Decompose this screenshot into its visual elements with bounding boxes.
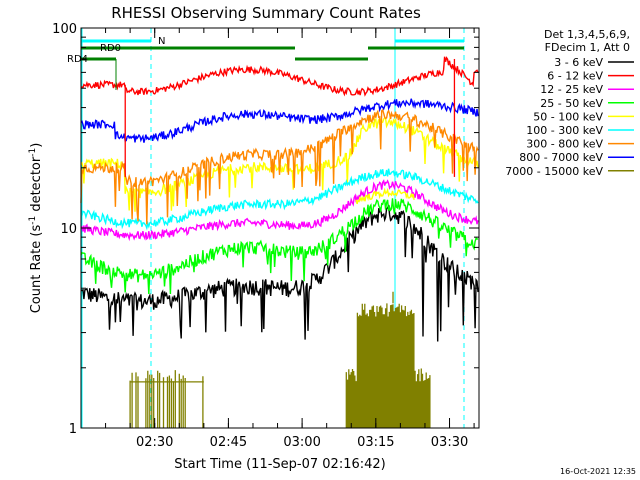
series-line-black: [80, 204, 479, 342]
y-axis-label: Count Rate (s-1 detector-1): [28, 143, 44, 314]
info-line-detectors: Det 1,3,4,5,6,9,: [544, 28, 630, 41]
plot-area: [80, 28, 479, 428]
series-line-cyan: [80, 168, 479, 231]
chart-title: RHESSI Observing Summary Count Rates: [111, 4, 421, 22]
legend-label-7: 800 - 7000 keV: [519, 151, 603, 164]
series-line-blue: [80, 98, 479, 143]
y-axis-label-tail: detector: [29, 156, 44, 216]
timestamp: 16-Oct-2021 12:35: [560, 467, 636, 476]
legend-label-1: 6 - 12 keV: [547, 70, 603, 83]
x-tick-label-1: 02:45: [210, 435, 247, 450]
y-axis-label-main: Count Rate (s: [29, 225, 44, 314]
y-tick-label-2: 100: [52, 22, 77, 37]
legend-label-0: 3 - 6 keV: [554, 56, 603, 69]
series-line-magenta: [80, 179, 479, 242]
legend-label-2: 12 - 25 keV: [540, 83, 603, 96]
series-line-olive: [129, 303, 431, 428]
flags-layer: N RD0 RD4: [67, 36, 464, 90]
series-line-yellowB: [355, 187, 415, 205]
y-axis-label-exp: -1: [28, 216, 38, 225]
y-tick-label-1: 10: [60, 222, 77, 237]
x-tick-label-2: 03:00: [283, 435, 320, 450]
legend-label-8: 7000 - 15000 keV: [505, 165, 603, 178]
legend-label-3: 25 - 50 keV: [540, 97, 603, 110]
legend-label-4: 50 - 100 keV: [533, 110, 603, 123]
y-axis-label-exp-2: -1: [28, 148, 38, 157]
series-line-green: [80, 198, 479, 295]
x-axis-label: Start Time (11-Sep-07 02:16:42): [174, 457, 385, 472]
x-tick-label-0: 02:30: [136, 435, 173, 450]
x-tick-label-3: 03:15: [357, 435, 394, 450]
series-line-red: [81, 56, 479, 97]
legend-label-6: 300 - 800 keV: [526, 138, 603, 151]
series-line-orange: [80, 108, 479, 225]
info-line-decimation: FDecim 1, Att 0: [545, 41, 630, 54]
axes: 1 10 100 02:30 02:45 03:00 03:15 03:30: [52, 22, 480, 450]
flag-label-1: RD0: [100, 43, 121, 54]
y-tick-label-0: 1: [69, 422, 77, 437]
y-axis-label-close: ): [29, 143, 44, 148]
flag-label-2: RD4: [67, 54, 88, 65]
x-tick-label-4: 03:30: [431, 435, 468, 450]
flag-label-0: N: [158, 36, 165, 47]
legend-label-5: 100 - 300 keV: [526, 124, 603, 137]
